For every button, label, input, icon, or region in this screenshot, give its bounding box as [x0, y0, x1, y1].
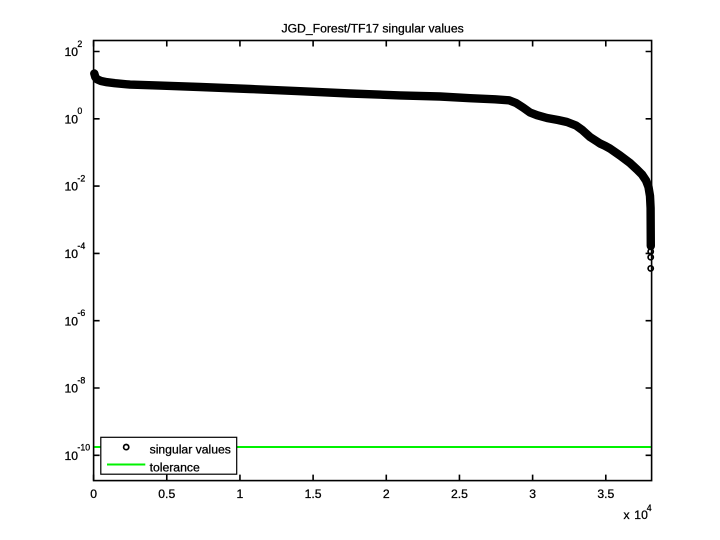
svg-text:-6: -6	[77, 308, 85, 318]
svg-text:10: 10	[65, 247, 79, 261]
svg-text:10: 10	[65, 180, 79, 194]
svg-text:0: 0	[90, 487, 97, 501]
svg-text:2.5: 2.5	[451, 487, 468, 501]
svg-text:10: 10	[65, 449, 79, 463]
svg-text:x: x	[624, 508, 630, 522]
svg-text:10: 10	[65, 112, 79, 126]
svg-text:2: 2	[77, 39, 82, 49]
svg-text:1: 1	[237, 487, 244, 501]
svg-text:10: 10	[634, 508, 648, 522]
svg-text:-4: -4	[77, 241, 85, 251]
svg-text:10: 10	[65, 382, 79, 396]
svg-text:4: 4	[647, 503, 652, 513]
svg-text:JGD_Forest/TF17 singular value: JGD_Forest/TF17 singular values	[281, 22, 463, 36]
svg-text:10: 10	[65, 45, 79, 59]
svg-text:tolerance: tolerance	[150, 460, 200, 474]
svg-text:1.5: 1.5	[305, 487, 322, 501]
svg-text:3.5: 3.5	[597, 487, 614, 501]
svg-text:3: 3	[529, 487, 536, 501]
svg-text:2: 2	[383, 487, 390, 501]
svg-text:0: 0	[77, 106, 82, 116]
svg-text:singular values: singular values	[150, 442, 231, 456]
svg-text:-2: -2	[77, 174, 85, 184]
svg-text:-10: -10	[77, 443, 90, 453]
svg-text:-8: -8	[77, 375, 85, 385]
svg-text:10: 10	[65, 314, 79, 328]
svg-text:0.5: 0.5	[158, 487, 175, 501]
